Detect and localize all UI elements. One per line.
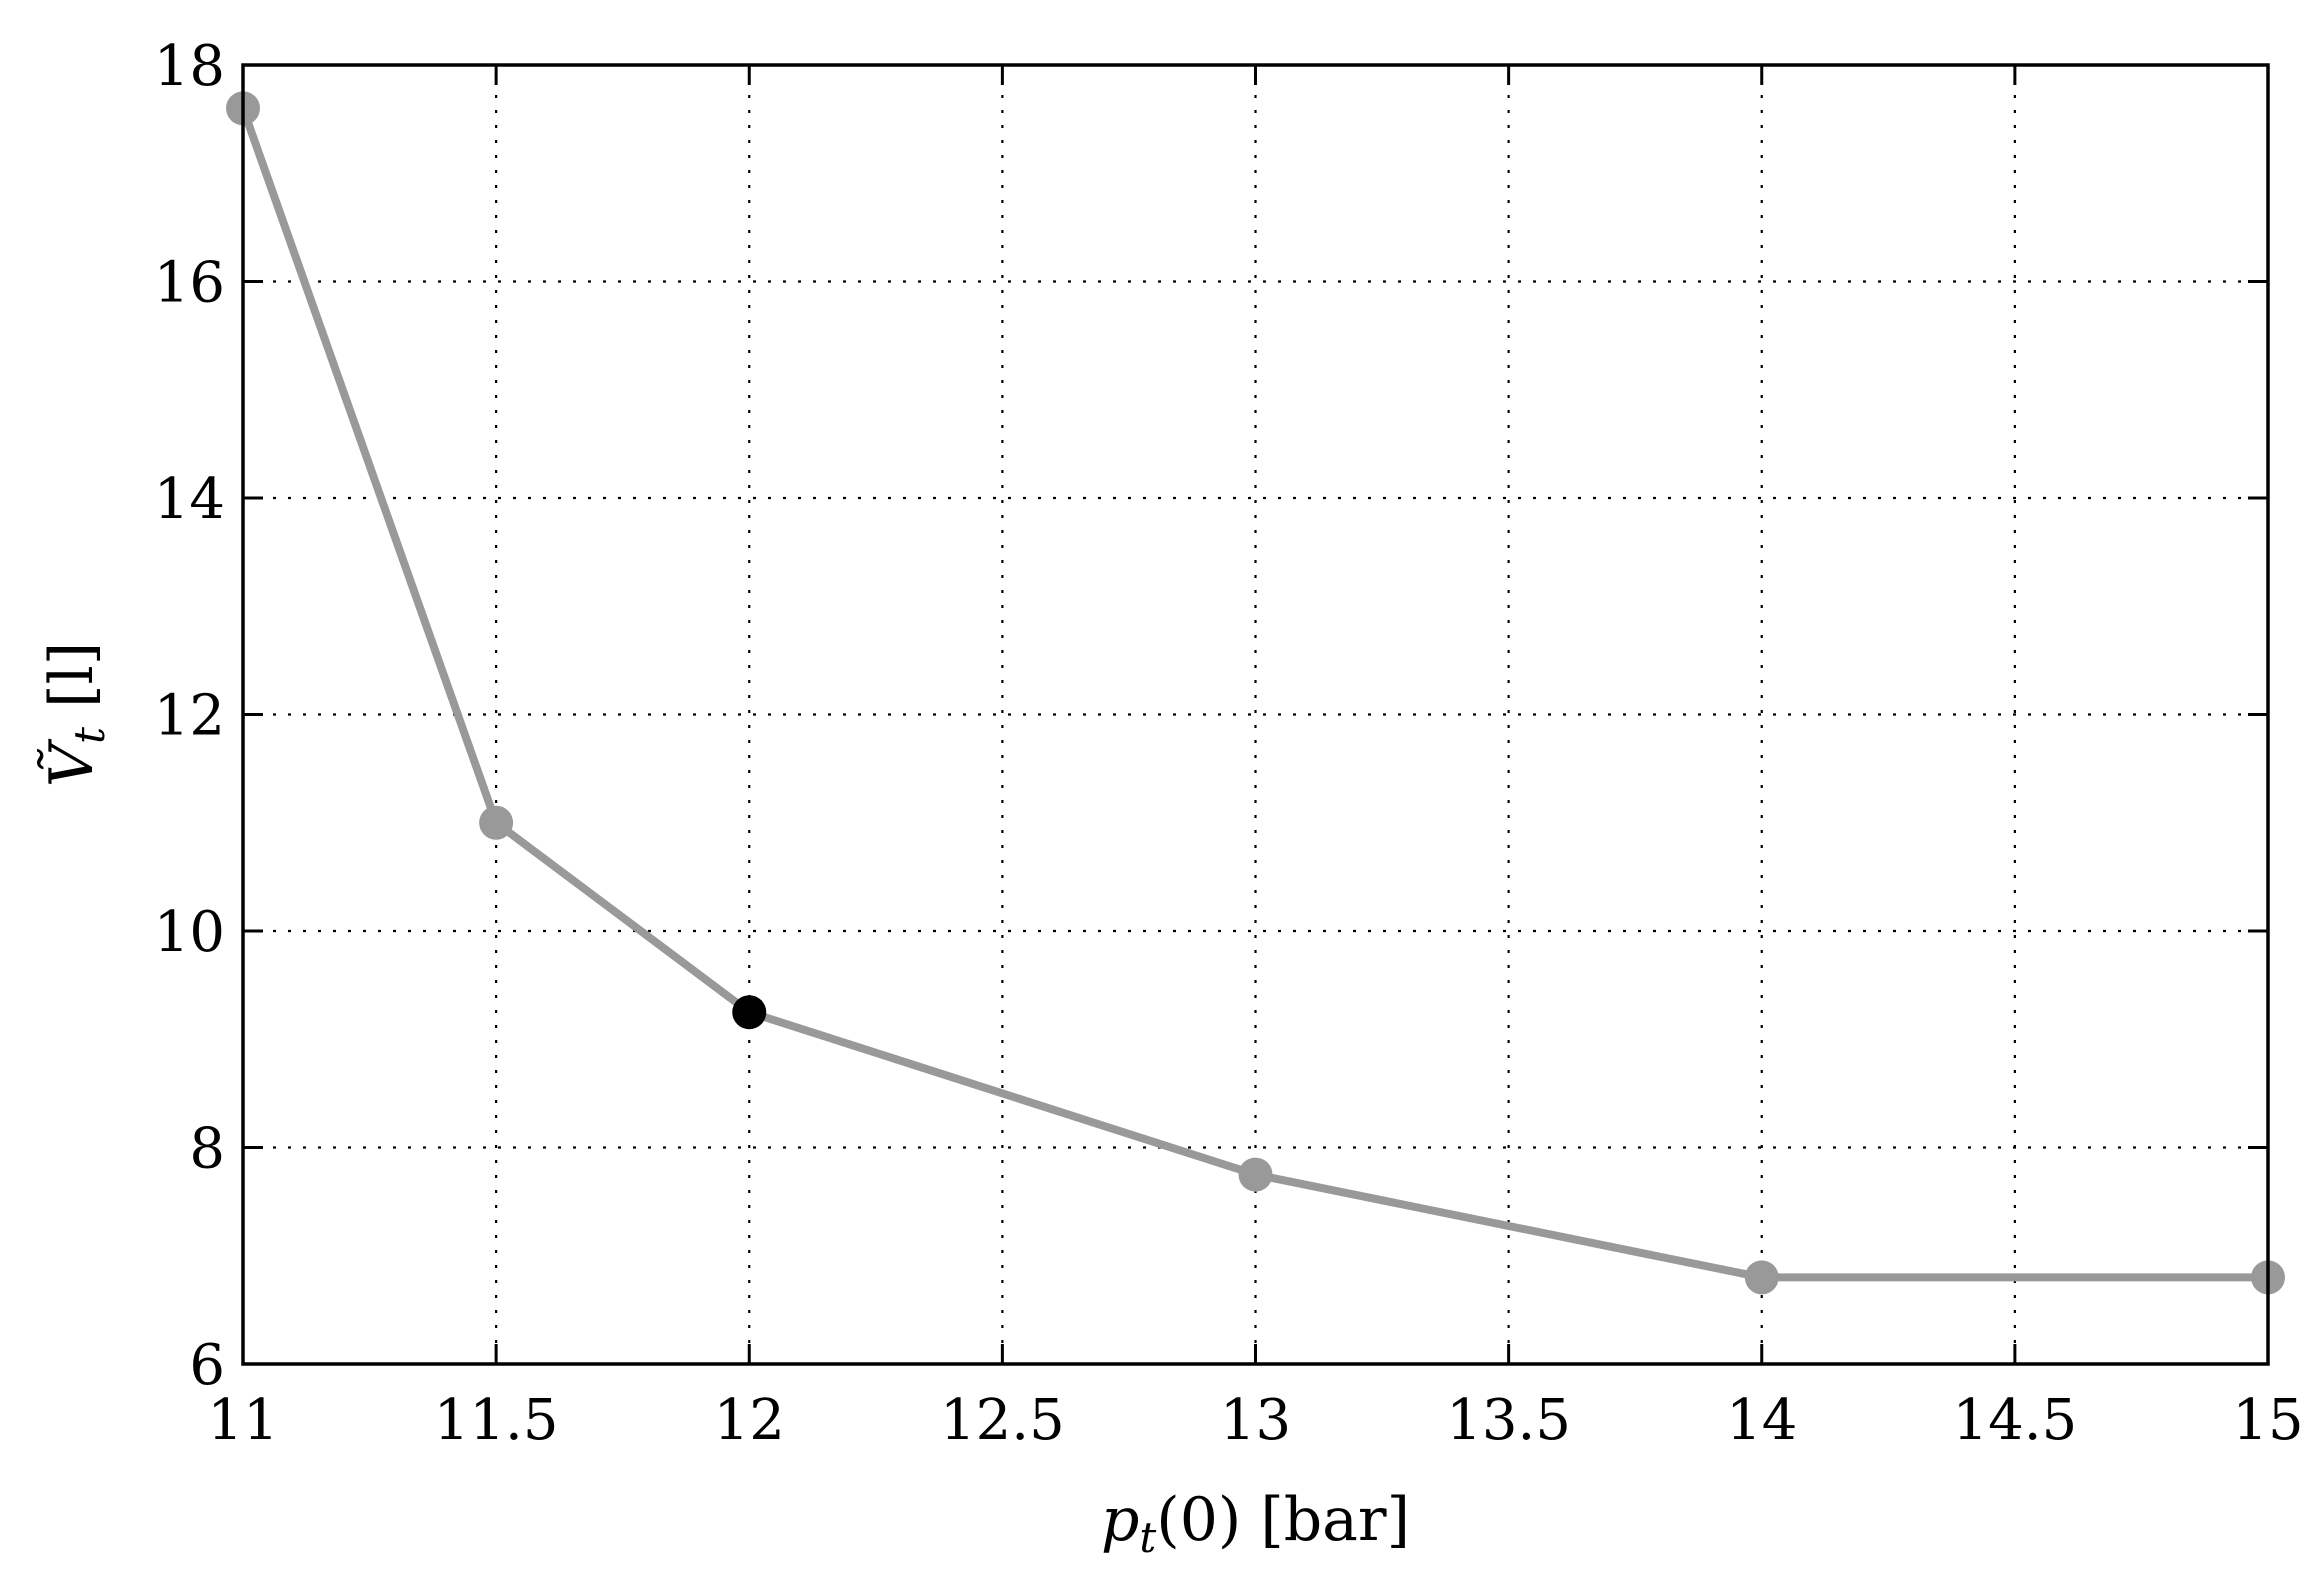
y-tick-labels: 6 8 10 12 14 16 18 — [154, 34, 225, 1398]
y-tick-label: 10 — [154, 900, 225, 965]
y-axis-label-sub: t — [65, 727, 114, 744]
x-tick-label: 11.5 — [434, 1388, 559, 1453]
plot-frame — [241, 63, 2270, 1366]
tick-marks — [241, 63, 2270, 1366]
y-tick-label: 16 — [154, 251, 225, 316]
data-point — [1238, 1157, 1273, 1192]
x-tick-label: 13 — [1220, 1388, 1291, 1453]
x-tick-label: 13.5 — [1446, 1388, 1571, 1453]
y-tick-label: 12 — [154, 684, 225, 749]
x-axis-label-rest: (0) [bar] — [1156, 1485, 1410, 1555]
x-axis-label: pt(0) [bar] — [1101, 1485, 1410, 1562]
x-tick-label: 14.5 — [1953, 1388, 2078, 1453]
data-point — [1744, 1260, 1779, 1295]
y-tick-label: 14 — [154, 467, 225, 532]
x-axis-label-sub: t — [1139, 1513, 1156, 1562]
x-tick-label: 12.5 — [940, 1388, 1065, 1453]
y-tick-label: 8 — [189, 1117, 225, 1182]
grid-lines — [243, 65, 2268, 1364]
x-tick-label: 11 — [207, 1388, 278, 1453]
y-axis-label: Ṽt [l] — [36, 642, 114, 787]
y-axis-label-main: Ṽ — [36, 738, 107, 787]
data-point — [479, 805, 514, 840]
highlighted-data-point — [732, 995, 767, 1030]
x-tick-label: 12 — [714, 1388, 785, 1453]
x-tick-labels: 11 11.5 12 12.5 13 13.5 14 14.5 15 — [207, 1388, 2303, 1453]
x-tick-label: 15 — [2232, 1388, 2303, 1453]
x-tick-label: 14 — [1726, 1388, 1797, 1453]
series-line — [239, 104, 2272, 1282]
y-axis-label-rest: [l] — [37, 642, 107, 727]
data-series — [226, 91, 2285, 1295]
x-axis-label-main: p — [1101, 1485, 1139, 1555]
y-tick-label: 6 — [189, 1333, 225, 1398]
y-tick-label: 18 — [154, 34, 225, 99]
